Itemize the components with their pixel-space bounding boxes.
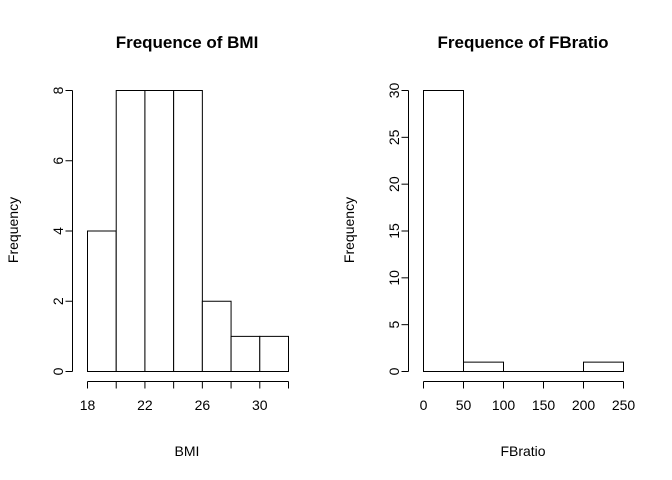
bmi-y-tick-label-4: 8 [50,86,66,94]
fbratio-histogram: Frequence of FBratio FBratio Frequency 0… [341,33,635,459]
fbratio-y-tick-label-1: 5 [386,321,402,329]
bmi-bar-3 [173,90,203,372]
fbratio-x-tick-label-0: 0 [420,397,428,413]
fbratio-y-tick-label-2: 10 [386,270,402,286]
bmi-y-tick-label-0: 0 [50,367,66,375]
fbratio-y-tick-label-4: 20 [386,176,402,192]
bmi-x-tick-label-4: 26 [195,397,211,413]
fbratio-y-tick-label-5: 25 [386,129,402,145]
bmi-y-tick-label-2: 4 [50,227,66,235]
fbratio-y-tick-label-6: 30 [386,83,402,99]
bmi-y-axis-label: Frequency [5,197,21,263]
bmi-y-tick-label-1: 2 [50,297,66,305]
fbratio-y-tick-label-3: 15 [386,223,402,239]
bmi-y-tick-label-3: 6 [50,157,66,165]
fbratio-chart-title: Frequence of FBratio [438,33,609,52]
fbratio-y-axis-label: Frequency [341,197,357,263]
fbratio-bar-4 [583,361,624,372]
fbratio-x-tick-label-3: 150 [532,397,556,413]
bmi-x-tick-label-6: 30 [252,397,268,413]
fbratio-bar-0 [423,90,464,372]
fbratio-x-axis-label: FBratio [500,443,545,459]
bmi-bar-0 [87,230,117,372]
fbratio-x-tick-label-2: 100 [492,397,516,413]
bmi-x-tick-label-0: 18 [80,397,96,413]
bmi-x-axis-label: BMI [175,443,200,459]
bmi-bar-5 [230,335,261,372]
fbratio-bar-1 [463,361,504,372]
bmi-bar-6 [259,335,289,372]
fbratio-y-tick-label-0: 0 [386,367,402,375]
bmi-bar-1 [115,90,146,372]
bmi-bar-2 [144,90,175,372]
fbratio-x-tick-label-4: 200 [572,397,596,413]
bmi-chart-title: Frequence of BMI [116,33,259,52]
fbratio-x-tick-label-1: 50 [456,397,472,413]
bmi-x-tick-label-2: 22 [137,397,153,413]
bmi-histogram: Frequence of BMI BMI Frequency 18 22 26 300… [5,33,289,459]
bmi-bar-4 [201,300,232,372]
fbratio-x-tick-label-5: 250 [612,397,636,413]
